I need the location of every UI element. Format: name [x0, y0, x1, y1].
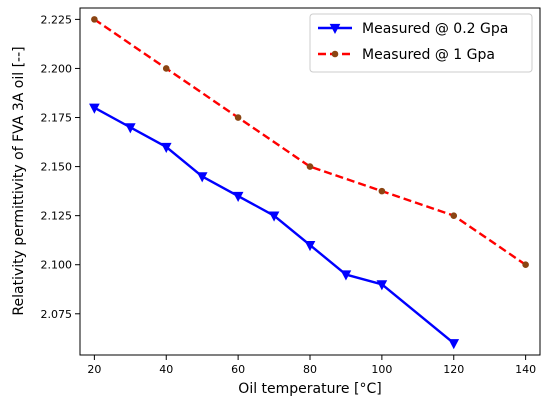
data-point	[304, 240, 316, 252]
x-tick-label: 80	[303, 363, 317, 376]
data-point	[268, 211, 280, 222]
legend-box	[309, 13, 533, 73]
data-point	[378, 187, 386, 195]
y-tick-label: 2.125	[41, 210, 73, 223]
x-axis: 20 40 60 80 100 120 140	[87, 355, 536, 376]
legend-label: Measured @ 1 Gpa	[362, 47, 495, 63]
series-layer	[89, 16, 529, 350]
data-point	[376, 280, 388, 291]
y-axis: 2.075 2.100 2.125 2.150 2.175 2.200 2.225	[41, 13, 80, 321]
data-point	[234, 114, 242, 121]
data-point	[522, 261, 529, 269]
y-tick-label: 2.225	[41, 13, 73, 26]
y-tick-label: 2.075	[41, 308, 73, 321]
y-axis-label: Relativity permittivity of FVA 3A oil [-…	[11, 46, 27, 315]
x-tick-label: 140	[515, 363, 536, 376]
series-line	[93, 106, 455, 345]
data-point	[232, 191, 244, 203]
data-point	[162, 65, 170, 72]
x-tick-label: 20	[87, 363, 101, 376]
y-tick-label: 2.100	[41, 259, 73, 272]
legend-marker	[329, 23, 341, 35]
y-tick-label: 2.200	[41, 62, 73, 75]
x-tick-label: 40	[159, 363, 173, 376]
data-point	[124, 123, 136, 134]
x-tick-label: 60	[231, 363, 245, 376]
data-point	[91, 16, 98, 23]
legend: Measured @ 0.2 Gpa Measured @ 1 Gpa	[309, 13, 533, 73]
legend-label: Measured @ 0.2 Gpa	[362, 21, 508, 37]
y-tick-label: 2.175	[41, 112, 73, 125]
y-tick-label: 2.150	[41, 161, 73, 174]
series-2	[91, 16, 529, 269]
data-point	[448, 339, 460, 350]
series-1	[89, 103, 460, 350]
x-tick-label: 100	[371, 363, 392, 376]
x-tick-label: 120	[443, 363, 464, 376]
legend-marker	[331, 50, 339, 58]
data-point	[160, 142, 172, 153]
data-point	[450, 212, 458, 219]
data-point	[196, 172, 208, 183]
data-point	[306, 163, 314, 170]
x-axis-label: Oil temperature [°C]	[238, 381, 381, 397]
data-point	[89, 103, 100, 114]
data-point	[340, 270, 352, 281]
